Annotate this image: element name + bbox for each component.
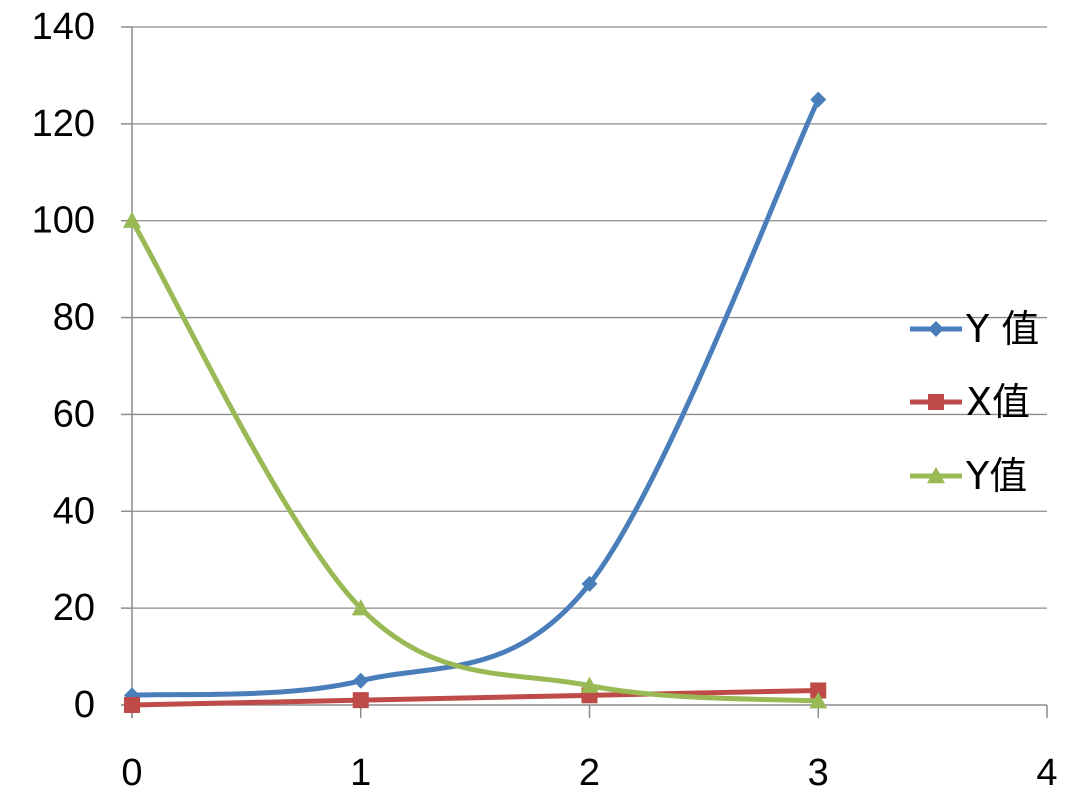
y-tick-label-0: 0 (74, 684, 95, 726)
legend: Y 值 X值 Y值 (910, 307, 1039, 498)
legend-item-0: Y 值 (910, 307, 1039, 351)
data-point-2-3 (809, 692, 828, 709)
data-point-1-1 (352, 692, 369, 709)
y-tick-label-5: 100 (32, 200, 95, 242)
legend-label-1: X值 (966, 380, 1030, 424)
data-point-1-0 (124, 697, 140, 713)
x-tick-label-2: 2 (579, 752, 600, 794)
y-tick-label-3: 60 (53, 393, 95, 435)
x-tick-label-4: 4 (1036, 752, 1057, 794)
data-point-0-1 (352, 672, 369, 689)
legend-item-1: X值 (910, 380, 1030, 424)
data-point-1-3 (810, 682, 827, 699)
y-tick-label-1: 20 (53, 587, 95, 629)
x-tick-label-3: 3 (808, 752, 829, 794)
series-line-1 (129, 687, 821, 708)
data-point-2-2 (580, 676, 599, 693)
x-tick-label-1: 1 (350, 752, 371, 794)
x-tick-label-0: 0 (121, 752, 142, 794)
data-point-2-1 (351, 599, 370, 616)
series-line-2 (129, 218, 821, 704)
legend-item-2: Y值 (910, 454, 1027, 498)
data-point-0-2 (581, 575, 598, 592)
legend-marker-1 (928, 394, 944, 410)
legend-marker-2 (927, 467, 945, 484)
data-point-2-0 (123, 211, 141, 228)
series-0 (124, 91, 827, 704)
legend-label-2: Y值 (965, 454, 1027, 498)
data-point-0-3 (810, 91, 827, 108)
series-2 (123, 211, 828, 709)
legend-marker-0 (928, 321, 944, 337)
y-tick-label-6: 120 (32, 103, 95, 145)
y-tick-label-4: 80 (53, 297, 95, 339)
y-tick-label-2: 40 (53, 490, 95, 532)
legend-label-0: Y 值 (965, 307, 1039, 351)
series-line-0 (129, 97, 821, 698)
gridlines (132, 26, 1047, 609)
y-tick-label-7: 140 (32, 6, 95, 48)
